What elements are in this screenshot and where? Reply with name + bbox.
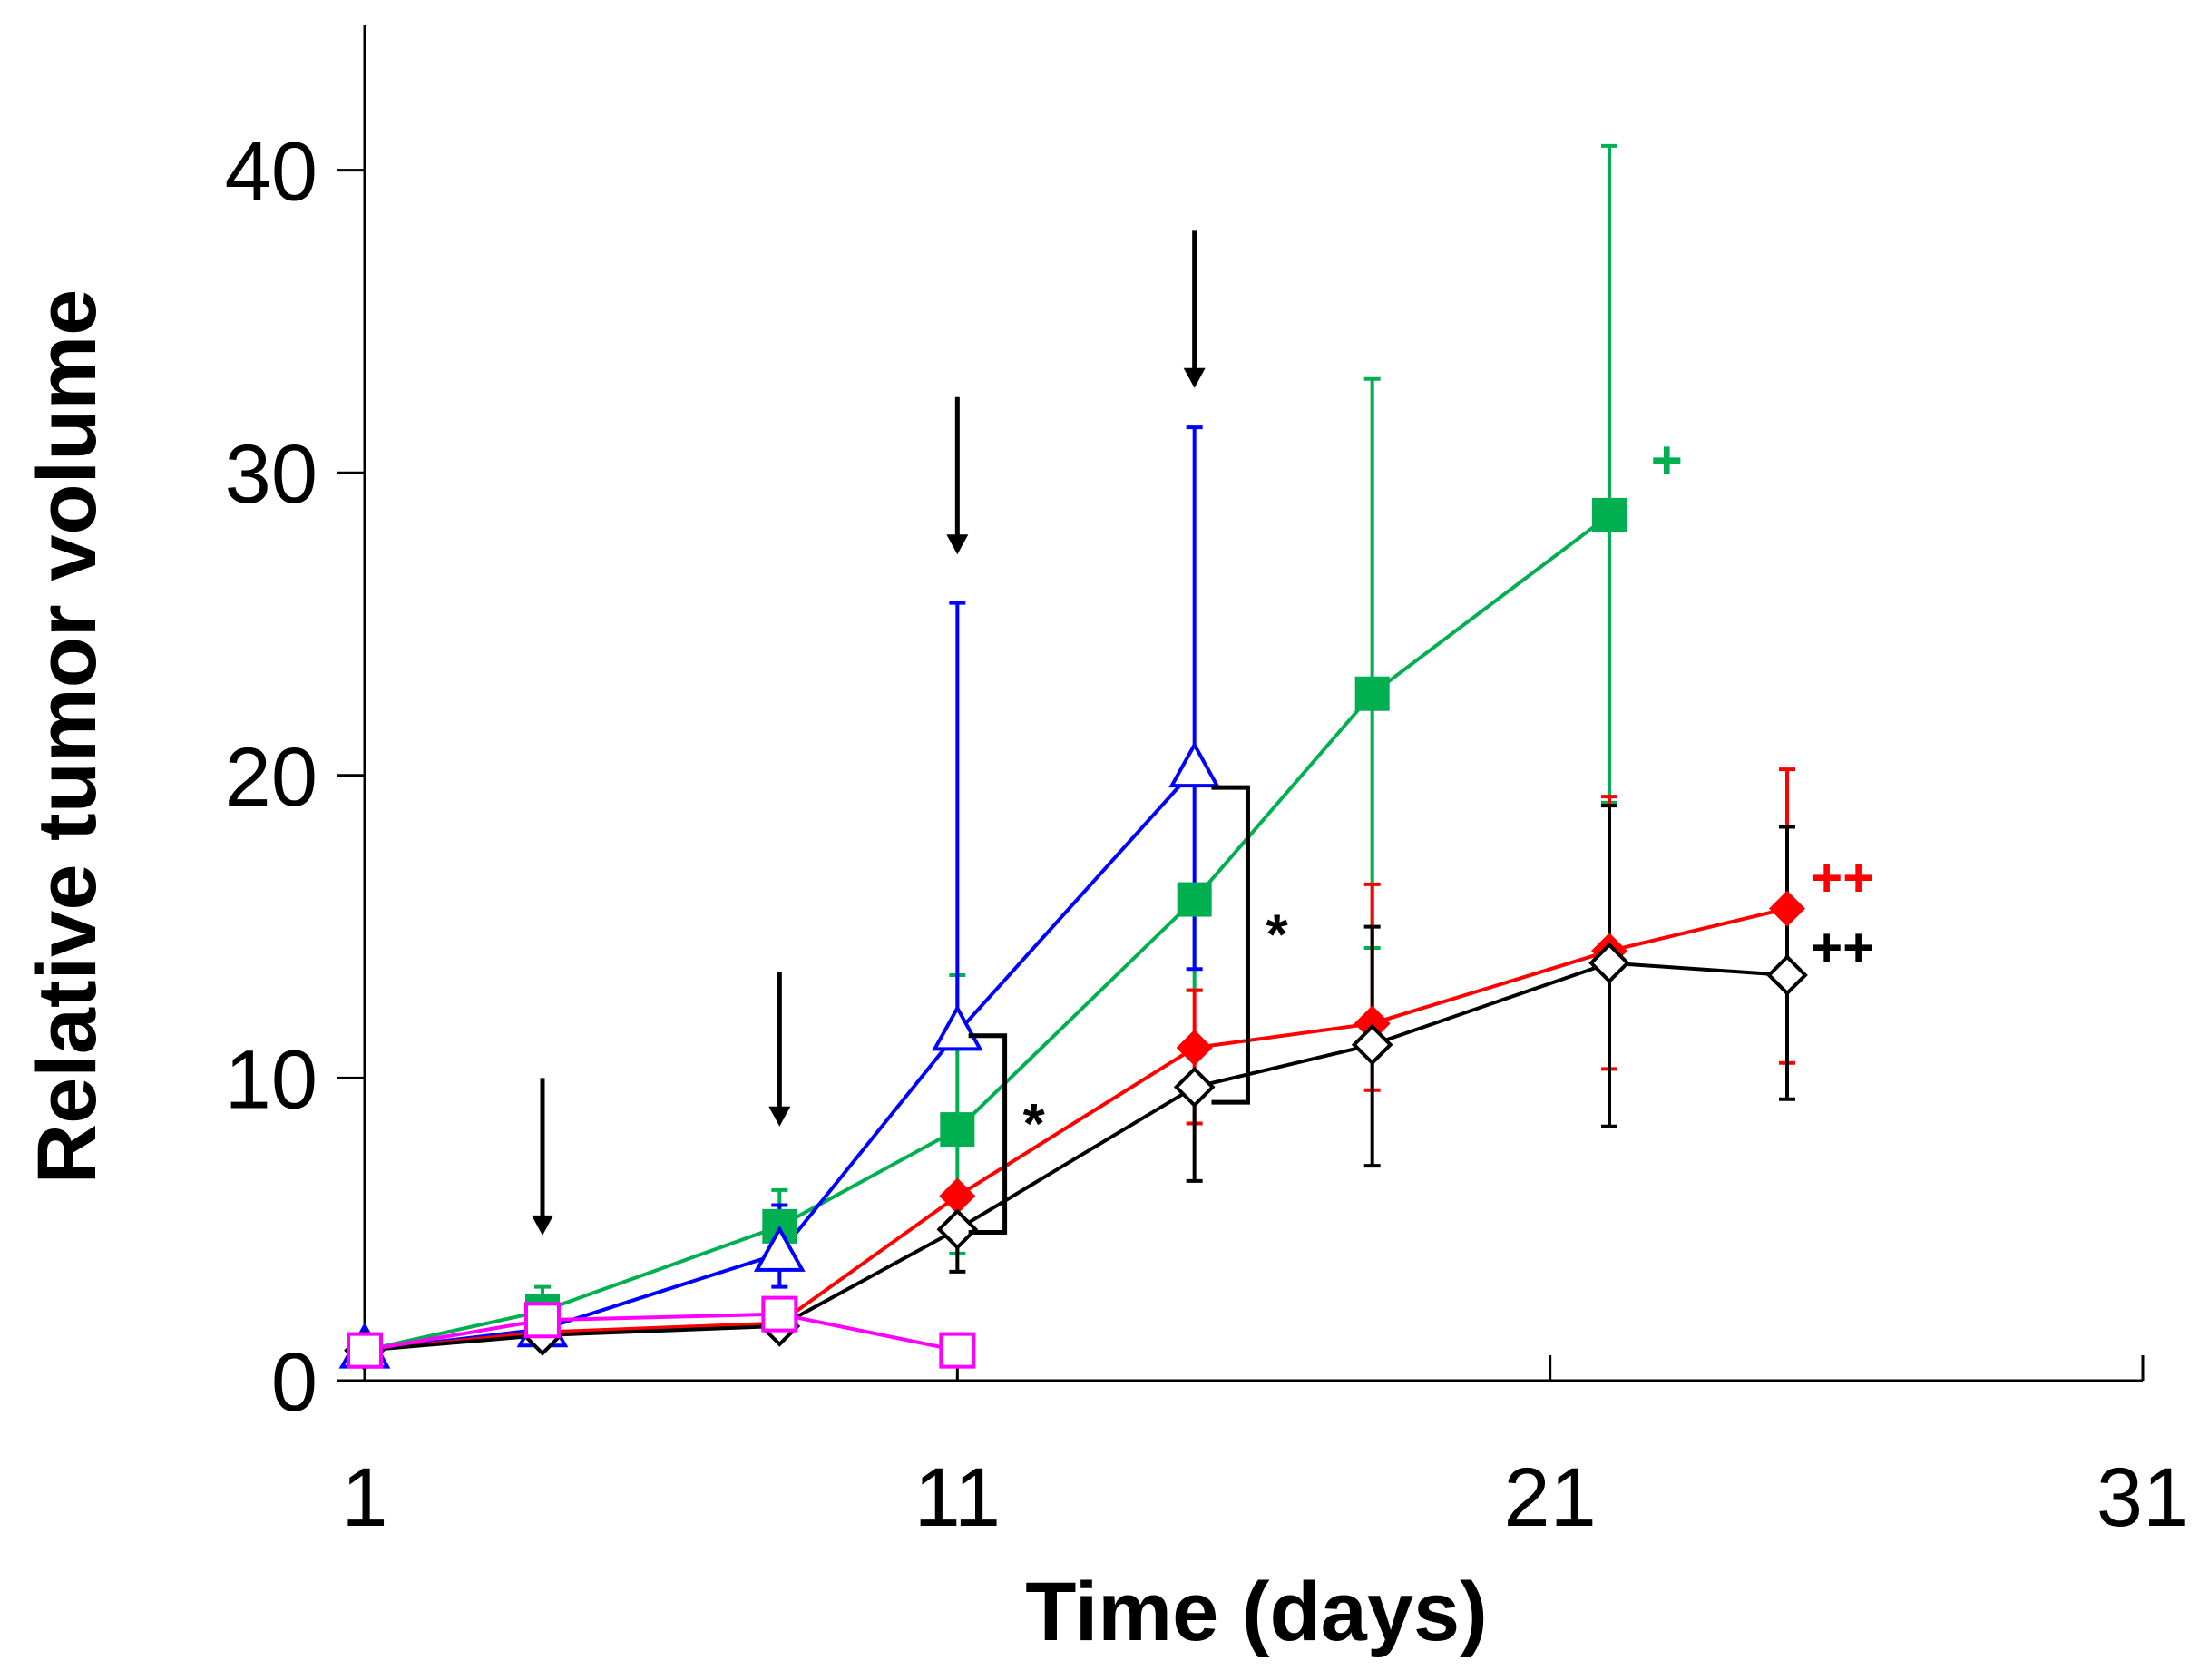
- x-tick-label: 1: [341, 1451, 387, 1544]
- arrow-head: [768, 1106, 791, 1127]
- dosing-arrow: [1183, 230, 1206, 388]
- blue-open-triangle-error-bars: [771, 425, 1203, 1289]
- significance-plus-label: ++: [1811, 847, 1874, 908]
- x-ticks: 1 11 21 31: [341, 1355, 2189, 1544]
- data-point: [1177, 882, 1212, 917]
- data-point: [931, 1004, 983, 1051]
- plot-area: [338, 143, 1808, 1372]
- data-point: [1351, 1023, 1393, 1066]
- red-filled-diamond-line: [364, 906, 1788, 1353]
- green-filled-square-line: [364, 513, 1611, 1353]
- significance-asterisk: *: [1023, 1093, 1046, 1156]
- significance-bracket: *: [968, 1033, 1046, 1236]
- annotations: **+++++: [532, 230, 1874, 1236]
- x-tick-label: 31: [2096, 1451, 2189, 1544]
- data-point: [939, 1177, 976, 1215]
- data-point: [347, 1332, 383, 1369]
- data-point: [1766, 954, 1808, 996]
- arrow-head: [946, 534, 969, 555]
- x-axis-title: Time (days): [1025, 1566, 1488, 1658]
- y-tick-label: 20: [225, 731, 318, 824]
- data-point: [761, 1295, 798, 1333]
- arrow-head: [1183, 367, 1206, 388]
- bracket-line: [1211, 785, 1250, 1105]
- data-point: [524, 1302, 561, 1339]
- magenta-open-square-line: [364, 1312, 958, 1353]
- significance-plus-label: +: [1651, 430, 1683, 491]
- data-point: [1168, 741, 1221, 788]
- bracket-line: [968, 1033, 1008, 1236]
- magenta-open-square-markers: [347, 1295, 976, 1369]
- significance-asterisk: *: [1266, 904, 1288, 967]
- y-ticks: 0 10 20 30 40: [225, 126, 365, 1429]
- significance-plus-label: ++: [1811, 917, 1874, 978]
- data-point: [1354, 676, 1390, 711]
- data-point: [1354, 1005, 1391, 1042]
- data-point: [1769, 890, 1805, 927]
- data-point: [1176, 1030, 1213, 1067]
- x-tick-label: 11: [914, 1451, 1002, 1544]
- y-tick-label: 0: [271, 1336, 318, 1429]
- dosing-arrow: [946, 396, 969, 555]
- significance-bracket: *: [1211, 785, 1288, 1105]
- black-open-diamond-line: [364, 961, 1788, 1353]
- data-point: [753, 1225, 806, 1272]
- y-axis-title: Relative tumor volume: [21, 289, 113, 1185]
- data-point: [939, 1332, 976, 1369]
- dosing-arrow: [768, 972, 791, 1127]
- data-point: [1173, 1066, 1216, 1109]
- y-tick-label: 40: [225, 126, 318, 219]
- dosing-arrow: [532, 1078, 553, 1236]
- y-tick-label: 30: [225, 428, 318, 521]
- y-tick-label: 10: [225, 1033, 318, 1126]
- green-filled-square-markers: [347, 497, 1627, 1368]
- green-filled-square-error-bars: [534, 143, 1617, 1325]
- arrow-head: [532, 1215, 553, 1236]
- data-point: [1592, 497, 1627, 532]
- data-point: [1588, 942, 1630, 984]
- red-filled-diamond-markers: [347, 890, 1805, 1369]
- data-point: [940, 1112, 975, 1148]
- data-point: [936, 1208, 979, 1251]
- x-tick-label: 21: [1503, 1451, 1596, 1544]
